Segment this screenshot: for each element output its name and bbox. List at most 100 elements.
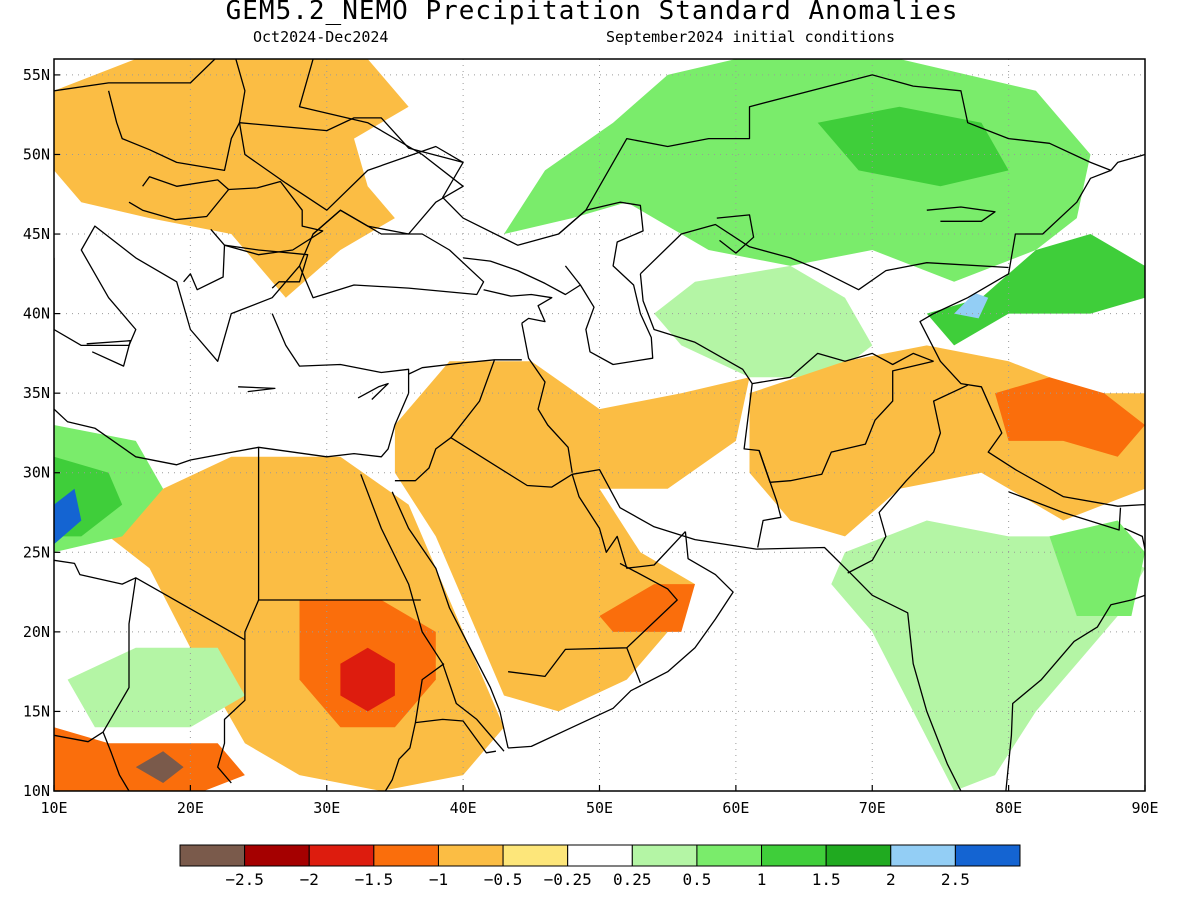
colorbar-swatch-1 <box>244 844 310 867</box>
colorbar-swatch-0 <box>179 844 246 867</box>
border-china-border <box>919 169 1145 507</box>
anomaly-kazakhstan-wet-core <box>817 106 1009 187</box>
anomaly-libya-wet-peak <box>54 488 82 545</box>
border-balkhash-lake <box>926 206 996 222</box>
border-kazakh-central-asia-border <box>639 223 1009 291</box>
colorbar-label-7: 0.5 <box>682 870 711 889</box>
colorbar-label-8: 1 <box>757 870 767 889</box>
lat-label-45: 45N <box>23 225 50 243</box>
border-india-pakistan-border <box>847 384 968 574</box>
lon-label-20: 20E <box>177 799 204 817</box>
border-caucasus-border <box>463 257 581 296</box>
border-red-sea-east <box>391 491 509 749</box>
border-arabia-south-coast <box>508 531 734 749</box>
lon-label-80: 80E <box>995 799 1022 817</box>
anomaly-kazakhstan-wet <box>504 59 1091 282</box>
lon-label-30: 30E <box>313 799 340 817</box>
lat-label-20: 20N <box>23 623 50 641</box>
colorbar-label-4: −0.5 <box>484 870 523 889</box>
lat-label-40: 40N <box>23 305 50 323</box>
lat-label-55: 55N <box>23 66 50 84</box>
border-turkey-syria-iraq-lines <box>183 244 309 291</box>
anomaly-chad-dry-core <box>135 751 184 783</box>
lon-label-50: 50E <box>586 799 613 817</box>
border-sicily <box>86 340 132 367</box>
border-aral-sea <box>716 214 755 254</box>
anomaly-india-wet <box>831 520 1145 791</box>
anomaly-tibet-dry-core <box>995 377 1145 457</box>
border-romania-moldova-border <box>210 180 324 256</box>
border-uzbek-turkmen-afghan-border <box>639 273 934 385</box>
colorbar-label-0: −2.5 <box>225 870 264 889</box>
colorbar-swatch-8 <box>696 844 763 867</box>
map-axes: 10E 20E 30E 40E 50E 60E 70E 80E 90E 10N 15N 20N 25N 3… <box>23 66 1159 817</box>
border-chad-sudan-border <box>217 639 246 784</box>
colorbar-label-3: −1 <box>429 870 448 889</box>
border-mongolia-border <box>1110 153 1145 171</box>
colorbar-label-6: 0.25 <box>613 870 652 889</box>
border-sudan-eritrea-ethiopia-border <box>384 663 445 791</box>
anomaly-shading <box>54 59 1145 791</box>
forecast-period: Oct2024-Dec2024 <box>253 28 389 46</box>
colorbar-label-9: 1.5 <box>812 870 841 889</box>
colorbar-swatch-6 <box>567 844 633 867</box>
lon-label-70: 70E <box>859 799 886 817</box>
lat-label-15: 15N <box>23 702 50 720</box>
lon-label-10: 10E <box>40 799 67 817</box>
colorbar: −2.5 −2 −1.5 −1 −0.5 −0.25 0.25 0.5 1 1.5 2 2.5 <box>179 844 1021 889</box>
border-iraq-border <box>450 359 573 488</box>
border-libya-egypt-border <box>244 447 260 640</box>
coastlines-and-borders <box>54 59 1145 791</box>
anomaly-eastern-europe-dry <box>54 59 409 298</box>
border-yemen-oman-border <box>626 647 642 684</box>
border-niger-nigeria-border <box>54 731 104 743</box>
border-crete <box>238 386 276 393</box>
border-bangladesh-border <box>1124 527 1145 550</box>
colorbar-swatch-7 <box>631 844 698 867</box>
colorbar-swatch-9 <box>761 844 827 867</box>
lat-label-25: 25N <box>23 543 50 561</box>
colorbar-label-5: −0.25 <box>544 870 592 889</box>
border-poland-west-border <box>107 90 241 172</box>
lat-label-30: 30N <box>23 464 50 482</box>
border-russia-border <box>235 59 1112 246</box>
anomaly-issyk-kul-wet <box>954 292 989 319</box>
colorbar-swatch-3 <box>373 844 439 867</box>
colorbar-label-10: 2 <box>886 870 896 889</box>
anomaly-sudan-dry-center <box>340 647 395 712</box>
border-syria-turkey-border <box>408 359 522 375</box>
colorbar-label-11: 2.5 <box>941 870 970 889</box>
border-eritrea-ethiopia-border <box>415 718 497 754</box>
border-iran-pakistan-border <box>757 450 782 548</box>
lon-label-90: 90E <box>1131 799 1158 817</box>
border-cyprus <box>357 382 389 400</box>
colorbar-swatch-12 <box>954 844 1021 867</box>
border-red-sea-west <box>360 474 505 752</box>
anomaly-india-wet-core <box>1049 520 1145 616</box>
anomaly-chad-wet <box>67 647 245 728</box>
border-turkey-coast <box>271 313 410 394</box>
initial-conditions: September2024 initial conditions <box>606 28 895 46</box>
colorbar-swatch-4 <box>437 844 504 867</box>
border-georgia-armenia-azer-border <box>483 289 553 324</box>
border-jordan-saudi-border <box>394 437 452 482</box>
lat-label-10: 10N <box>23 782 50 800</box>
anomaly-saudi-dry-core <box>599 584 695 632</box>
colorbar-label-2: −1.5 <box>355 870 394 889</box>
border-black-sea <box>298 209 485 299</box>
border-iran-west-border <box>521 323 573 473</box>
lon-label-40: 40E <box>450 799 477 817</box>
lat-label-35: 35N <box>23 384 50 402</box>
border-india-east-coast <box>1005 594 1145 791</box>
colorbar-label-1: −2 <box>300 870 319 889</box>
anomaly-xinjiang-wet <box>926 234 1145 346</box>
border-libya-chad-border <box>54 559 246 641</box>
border-afghan-pakistan-border <box>743 360 934 483</box>
border-ukraine-belarus-border <box>239 117 464 164</box>
graticule <box>54 59 1145 791</box>
lon-label-60: 60E <box>722 799 749 817</box>
lat-label-50: 50N <box>23 145 50 163</box>
colorbar-swatch-5 <box>502 844 569 867</box>
colorbar-swatch-10 <box>825 844 892 867</box>
